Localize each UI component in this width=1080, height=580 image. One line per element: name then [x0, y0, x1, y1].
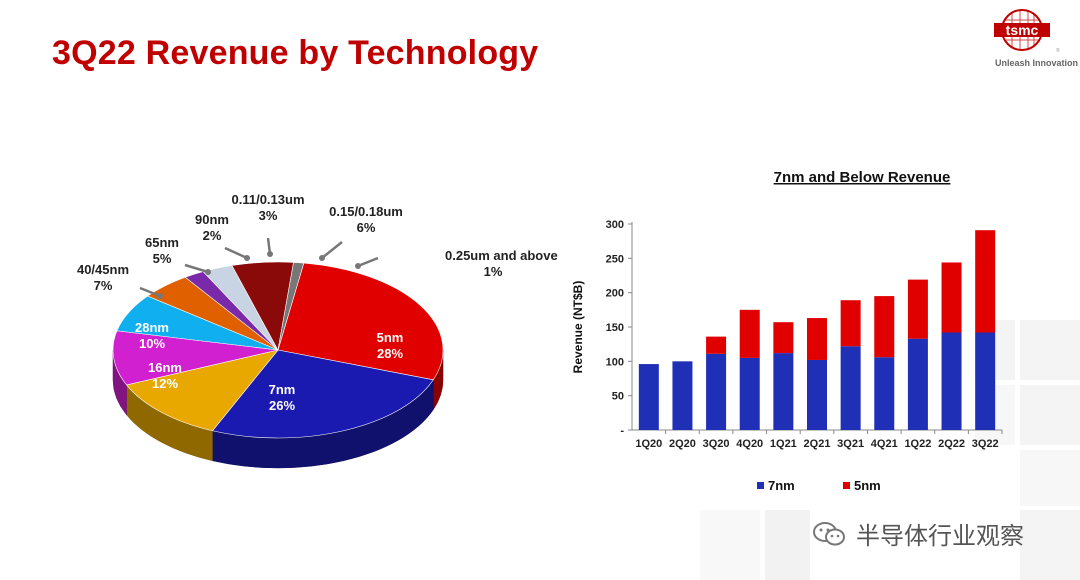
- pie-label-28nm: 28nm: [135, 320, 169, 335]
- bar-7nm-1Q20: [638, 364, 659, 430]
- x-tick-label: 4Q21: [871, 438, 898, 450]
- bar-7nm-2Q21: [807, 359, 827, 430]
- logo-tagline: Unleash Innovation: [994, 58, 1078, 68]
- pie-leader-dot-0-11-0-13um: [267, 251, 273, 257]
- pie-leader-dot-0-15-0-18um: [319, 255, 325, 261]
- bar-7nm-3Q20: [706, 353, 727, 430]
- slide-title: 3Q22 Revenue by Technology: [52, 34, 539, 72]
- bar-5nm-1Q22: [907, 279, 928, 339]
- x-tick-label: 3Q21: [837, 438, 864, 450]
- bar-5nm-1Q21: [773, 322, 794, 354]
- pie-leader-dot-90nm: [244, 255, 250, 261]
- pie-value-40-45nm: 7%: [94, 278, 113, 293]
- pie-value-0-15-0-18um: 6%: [357, 220, 376, 235]
- pie-slice-7nm: [211, 349, 434, 439]
- pie-slice-0-25um-and-above: [277, 262, 305, 351]
- background-tile: [1020, 450, 1080, 506]
- pie-leader-65nm: [184, 263, 209, 274]
- y-tick-label: 250: [606, 253, 624, 265]
- pie-tops: [112, 261, 444, 439]
- pie-value-90nm: 2%: [203, 228, 222, 243]
- bar-7nm-2Q22: [941, 332, 962, 430]
- y-tick-label: 300: [606, 219, 624, 231]
- bar-5nm-3Q20: [706, 336, 727, 354]
- pie-value-0-11-0-13um: 3%: [259, 208, 278, 223]
- bar-legend: 7nm 5nm: [757, 478, 881, 493]
- logo-text: tsmc: [1006, 22, 1039, 38]
- pie-leader-0-25um-and-above: [357, 256, 379, 268]
- bar-7nm-3Q21: [840, 346, 861, 430]
- bar-chart-title: 7nm and Below Revenue: [774, 169, 951, 186]
- pie-label-65nm: 65nm: [145, 235, 179, 250]
- pie-value-28nm: 10%: [139, 336, 165, 351]
- watermark-text: 半导体行业观察: [856, 522, 1024, 550]
- bar-7nm-4Q21: [874, 357, 895, 430]
- y-tick-label: -: [620, 425, 624, 437]
- pie-slice-5nm: [277, 262, 444, 381]
- pie-leader-dot-65nm: [205, 269, 211, 275]
- bar-5nm-4Q21: [874, 296, 895, 358]
- x-tick-label: 2Q21: [804, 438, 831, 450]
- bar-5nm-3Q22: [975, 230, 996, 333]
- y-axis-label: Revenue (NT$B): [571, 281, 585, 374]
- background-tile: [700, 510, 760, 580]
- legend-swatch-7nm: [757, 482, 764, 489]
- pie-label-40-45nm: 40/45nm: [77, 262, 129, 277]
- x-tick-label: 3Q22: [972, 438, 999, 450]
- pie-label-90nm: 90nm: [195, 212, 229, 227]
- pie-leader-40-45nm: [139, 286, 161, 298]
- x-tick-label: 4Q20: [736, 438, 763, 450]
- background-tile: [1020, 320, 1080, 380]
- bar-7nm-2Q20: [672, 361, 693, 430]
- legend-swatch-5nm: [843, 482, 850, 489]
- pie-label-7nm: 7nm: [269, 382, 296, 397]
- pie-value-7nm: 26%: [269, 398, 295, 413]
- bar-5nm-2Q22: [941, 262, 962, 333]
- pie-leader-dot-0-25um-and-above: [355, 263, 361, 269]
- watermark: 半导体行业观察: [812, 516, 1024, 551]
- x-tick-label: 1Q22: [904, 438, 931, 450]
- tsmc-logo: tsmc ®: [994, 9, 1060, 54]
- pie-leader-0-15-0-18um: [321, 241, 343, 259]
- bar-7nm-1Q22: [907, 338, 928, 430]
- bar-5nm-2Q21: [807, 318, 827, 360]
- bar-7nm-3Q22: [975, 332, 996, 430]
- y-tick-label: 150: [606, 322, 624, 334]
- pie-slice-16nm: [126, 349, 279, 432]
- y-tick-label: 200: [606, 288, 624, 300]
- wechat-icon: [813, 521, 845, 545]
- svg-text:®: ®: [1056, 47, 1060, 54]
- bar-5nm-4Q20: [739, 309, 760, 358]
- pie-label-0-25um-and-above: 0.25um and above: [445, 248, 558, 263]
- y-tick-label: 100: [606, 356, 624, 368]
- x-tick-label: 1Q21: [770, 438, 797, 450]
- x-tick-label: 1Q20: [635, 438, 662, 450]
- pie-label-0-15-0-18um: 0.15/0.18um: [329, 204, 403, 219]
- x-tick-label: 2Q22: [938, 438, 965, 450]
- background-tile: [765, 510, 810, 580]
- legend-label-7nm: 7nm: [768, 478, 795, 493]
- pie-value-65nm: 5%: [153, 251, 172, 266]
- x-tick-label: 3Q20: [703, 438, 730, 450]
- legend-label-5nm: 5nm: [854, 478, 881, 493]
- x-tick-label: 2Q20: [669, 438, 696, 450]
- bar-7nm-1Q21: [773, 353, 794, 430]
- pie-value-5nm: 28%: [377, 346, 403, 361]
- bar-chart: 7nm and Below Revenue Revenue (NT$B) - 50 10…: [571, 169, 1003, 493]
- y-tick-label: 50: [612, 391, 624, 403]
- pie-label-5nm: 5nm: [377, 330, 404, 345]
- pie-value-0-25um-and-above: 1%: [484, 264, 503, 279]
- pie-leader-dot-40-45nm: [157, 293, 163, 299]
- background-tile: [1020, 510, 1080, 580]
- pie-value-16nm: 12%: [152, 376, 178, 391]
- pie-leader-90nm: [224, 246, 248, 260]
- bar-5nm-3Q21: [840, 300, 861, 347]
- bar-7nm-4Q20: [739, 357, 760, 430]
- pie-slice-28nm: [112, 330, 279, 386]
- pie-label-0-11-0-13um: 0.11/0.13um: [232, 192, 305, 207]
- background-tile: [1020, 385, 1080, 445]
- pie-label-16nm: 16nm: [148, 360, 182, 375]
